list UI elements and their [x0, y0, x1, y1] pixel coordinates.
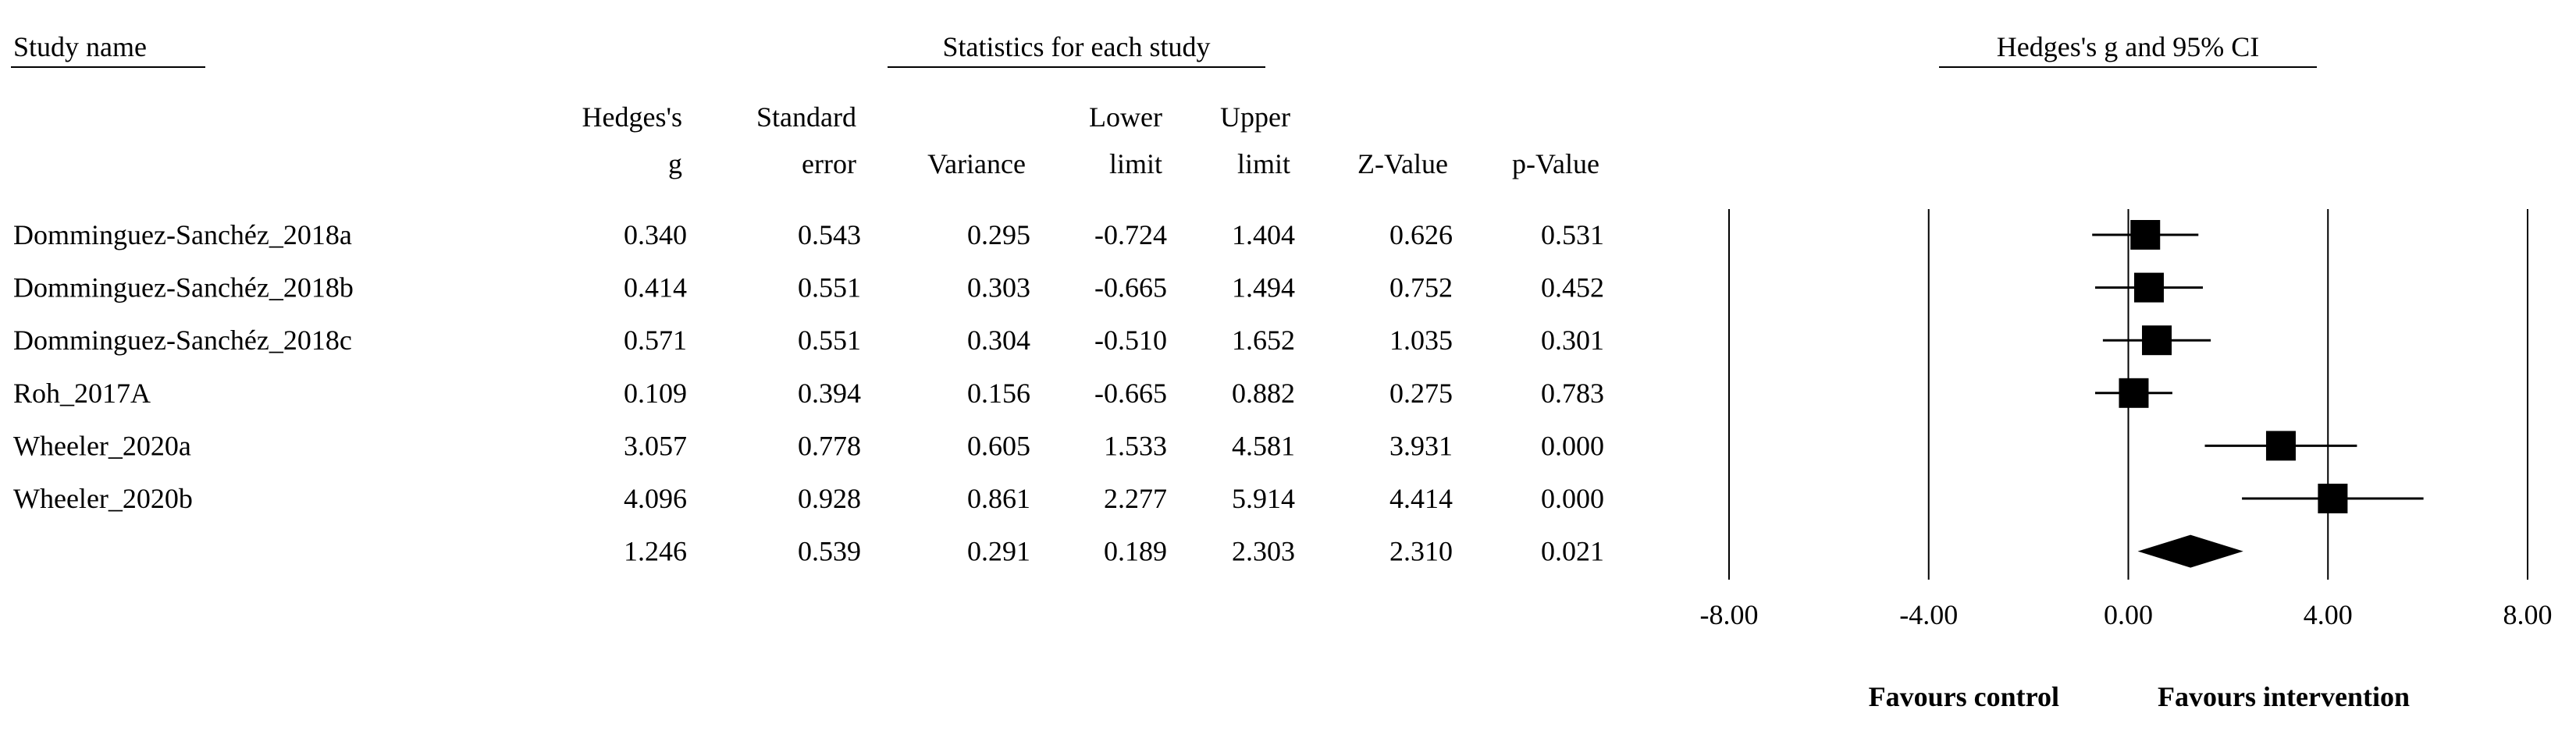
- cell-value: 0.304: [967, 325, 1030, 356]
- cell-value: 0.531: [1541, 219, 1604, 250]
- column-header: Upper: [1220, 101, 1290, 133]
- cell-value: 0.778: [798, 430, 861, 461]
- cell-value: -0.665: [1094, 272, 1167, 303]
- column-header: g: [668, 148, 682, 179]
- x-tick-label: 8.00: [2503, 599, 2553, 630]
- cell-value: 4.414: [1389, 483, 1453, 514]
- cell-value: 1.404: [1232, 219, 1295, 250]
- x-tick-label: 0.00: [2104, 599, 2153, 630]
- cell-value: 2.277: [1104, 483, 1167, 514]
- column-header: p-Value: [1512, 148, 1599, 179]
- effect-square: [2318, 484, 2348, 513]
- stats-header: Statistics for each study: [943, 31, 1211, 62]
- cell-value: 0.882: [1232, 378, 1295, 409]
- cell-value: 0.414: [624, 272, 687, 303]
- cell-value: 0.783: [1541, 378, 1604, 409]
- cell-value: 0.571: [624, 325, 687, 356]
- cell-value: 1.533: [1104, 430, 1167, 461]
- column-header: Hedges's: [582, 101, 682, 133]
- cell-value: 0.291: [967, 536, 1030, 567]
- cell-value: 0.275: [1389, 378, 1453, 409]
- column-header: limit: [1109, 148, 1162, 179]
- effect-square: [2130, 220, 2161, 250]
- cell-value: 0.605: [967, 430, 1030, 461]
- cell-value: 1.246: [624, 536, 687, 567]
- cell-value: 2.310: [1389, 536, 1453, 567]
- cell-value: 0.000: [1541, 430, 1604, 461]
- effect-square: [2119, 378, 2149, 408]
- cell-value: 0.452: [1541, 272, 1604, 303]
- cell-value: 1.652: [1232, 325, 1295, 356]
- cell-value: 5.914: [1232, 483, 1295, 514]
- study-header: Study name: [13, 31, 147, 62]
- cell-value: 0.303: [967, 272, 1030, 303]
- cell-value: 4.096: [624, 483, 687, 514]
- study-name: Roh_2017A: [13, 378, 151, 409]
- cell-value: 0.543: [798, 219, 861, 250]
- cell-value: 3.931: [1389, 430, 1453, 461]
- x-tick-label: -4.00: [1899, 599, 1958, 630]
- effect-square: [2142, 325, 2172, 356]
- study-name: Wheeler_2020a: [13, 430, 191, 461]
- effect-square: [2265, 431, 2296, 461]
- cell-value: 0.340: [624, 219, 687, 250]
- cell-value: 0.109: [624, 378, 687, 409]
- cell-value: 0.394: [798, 378, 861, 409]
- cell-value: 4.581: [1232, 430, 1295, 461]
- cell-value: 0.861: [967, 483, 1030, 514]
- cell-value: 0.156: [967, 378, 1030, 409]
- cell-value: 0.000: [1541, 483, 1604, 514]
- study-name: Domminguez-Sanchéz_2018b: [13, 272, 354, 303]
- effect-square: [2133, 272, 2164, 303]
- study-name: Wheeler_2020b: [13, 483, 193, 514]
- cell-value: 0.295: [967, 219, 1030, 250]
- left-label: Favours control: [1869, 681, 2059, 712]
- cell-value: 0.539: [798, 536, 861, 567]
- cell-value: 0.301: [1541, 325, 1604, 356]
- summary-diamond: [2137, 534, 2243, 568]
- cell-value: 0.626: [1389, 219, 1453, 250]
- cell-value: 1.494: [1232, 272, 1295, 303]
- cell-value: 0.928: [798, 483, 861, 514]
- cell-value: -0.724: [1094, 219, 1167, 250]
- x-tick-label: 4.00: [2304, 599, 2353, 630]
- study-name: Domminguez-Sanchéz_2018a: [13, 219, 352, 250]
- cell-value: 0.752: [1389, 272, 1453, 303]
- cell-value: 0.021: [1541, 536, 1604, 567]
- cell-value: 0.189: [1104, 536, 1167, 567]
- cell-value: 1.035: [1389, 325, 1453, 356]
- cell-value: 2.303: [1232, 536, 1295, 567]
- x-tick-label: -8.00: [1700, 599, 1759, 630]
- column-header: limit: [1237, 148, 1290, 179]
- column-header: Z-Value: [1357, 148, 1448, 179]
- cell-value: 0.551: [798, 272, 861, 303]
- cell-value: -0.665: [1094, 378, 1167, 409]
- plot-title: Hedges's g and 95% CI: [1997, 31, 2259, 62]
- column-header: Standard: [756, 101, 856, 133]
- cell-value: -0.510: [1094, 325, 1167, 356]
- column-header: Lower: [1089, 101, 1162, 133]
- right-label: Favours intervention: [2158, 681, 2410, 712]
- study-name: Domminguez-Sanchéz_2018c: [13, 325, 352, 356]
- cell-value: 3.057: [624, 430, 687, 461]
- column-header: Variance: [927, 148, 1026, 179]
- cell-value: 0.551: [798, 325, 861, 356]
- column-header: error: [802, 148, 856, 179]
